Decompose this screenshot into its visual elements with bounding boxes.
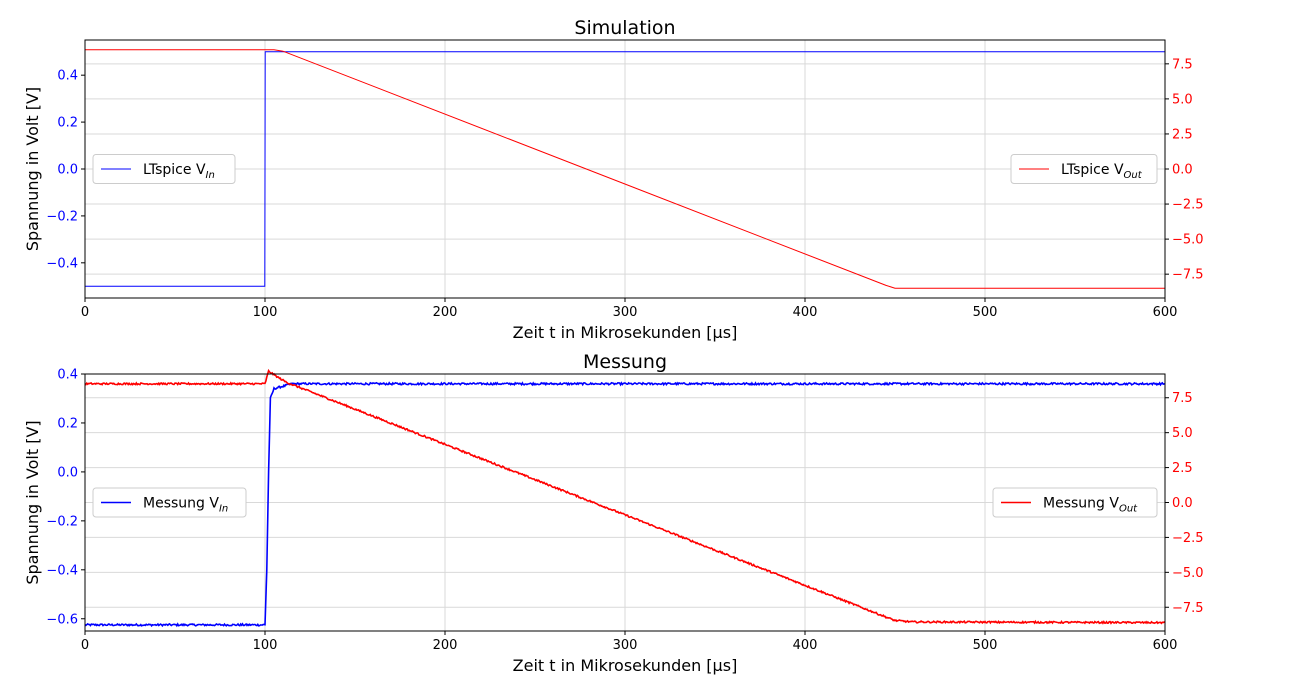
y-left-tick-label-2: 0.0 bbox=[57, 163, 78, 178]
legend-label-subscript: Out bbox=[1119, 504, 1138, 515]
legend-label-subscript: Out bbox=[1124, 170, 1143, 181]
series-line-1 bbox=[85, 51, 1165, 287]
series-line-2 bbox=[84, 368, 1166, 625]
series-line-1 bbox=[84, 381, 1166, 628]
chart-panel-1: 0 100 200 300 400 500 600 0.4 0.2 0.0 −0.2 −0.4 7.5 5… bbox=[23, 17, 1204, 342]
chart-panel-2: 0 100 200 300 400 500 600 0.4 0.2 0.0 −0.2 −0.4 −0.6… bbox=[23, 351, 1204, 675]
y-left-tick-label-2: 0.0 bbox=[57, 465, 78, 480]
y-left-tick-label-3: −0.2 bbox=[46, 209, 78, 224]
y-left-tick-label-5: −0.6 bbox=[46, 612, 78, 627]
x-tick-label-4: 400 bbox=[793, 305, 818, 320]
legend-label-main: LTspice V bbox=[143, 162, 206, 178]
x-tick-label-5: 500 bbox=[973, 305, 998, 320]
legend-label: Messung VIn bbox=[143, 496, 228, 515]
x-tick-label-0: 0 bbox=[81, 305, 89, 320]
x-tick-label-3: 300 bbox=[613, 305, 638, 320]
x-tick-label-3: 300 bbox=[613, 638, 638, 653]
legend-label-main: Messung V bbox=[1043, 496, 1119, 512]
legend-box bbox=[1010, 154, 1158, 184]
legend-box bbox=[92, 154, 236, 184]
legend-label-main: Messung V bbox=[143, 496, 219, 512]
legend-label-main: LTspice V bbox=[1061, 162, 1124, 178]
y-right-tick-label-3: 0.0 bbox=[1172, 496, 1193, 511]
y-axis-label: Spannung in Volt [V] bbox=[23, 420, 42, 584]
chart-title: Simulation bbox=[574, 17, 675, 39]
x-tick-label-2: 200 bbox=[433, 638, 458, 653]
x-tick-label-0: 0 bbox=[81, 638, 89, 653]
y-left-tick-label-3: −0.2 bbox=[46, 514, 78, 529]
legend-label-subscript: In bbox=[206, 170, 215, 181]
y-right-tick-label-0: 7.5 bbox=[1172, 391, 1193, 406]
y-right-tick-label-0: 7.5 bbox=[1172, 57, 1193, 72]
y-right-tick-label-2: 2.5 bbox=[1172, 461, 1193, 476]
y-right-tick-label-1: 5.0 bbox=[1172, 426, 1193, 441]
x-tick-label-4: 400 bbox=[793, 638, 818, 653]
legend-label: Messung VOut bbox=[1043, 496, 1138, 515]
y-right-tick-label-5: −5.0 bbox=[1172, 233, 1204, 248]
y-left-tick-label-4: −0.4 bbox=[46, 256, 78, 271]
legend-box bbox=[92, 487, 247, 518]
x-axis-label: Zeit t in Mikrosekunden [μs] bbox=[513, 656, 738, 675]
y-right-tick-label-4: −2.5 bbox=[1172, 198, 1204, 213]
y-left-tick-label-1: 0.2 bbox=[57, 416, 78, 431]
y-left-tick-label-0: 0.4 bbox=[57, 69, 78, 84]
x-tick-label-6: 600 bbox=[1153, 305, 1178, 320]
y-right-tick-label-4: −2.5 bbox=[1172, 531, 1204, 546]
x-axis-label: Zeit t in Mikrosekunden [μs] bbox=[513, 323, 738, 342]
legend-1: LTspice VIn bbox=[92, 154, 236, 184]
legend-1: Messung VIn bbox=[92, 487, 247, 518]
y-left-tick-label-1: 0.2 bbox=[57, 116, 78, 131]
legend-label-subscript: In bbox=[219, 504, 228, 515]
x-tick-label-5: 500 bbox=[973, 638, 998, 653]
x-tick-label-1: 100 bbox=[253, 638, 278, 653]
y-right-tick-label-1: 5.0 bbox=[1172, 92, 1193, 107]
y-right-tick-label-2: 2.5 bbox=[1172, 127, 1193, 142]
y-right-tick-label-6: −7.5 bbox=[1172, 268, 1204, 283]
legend-2: Messung VOut bbox=[992, 487, 1158, 518]
legend-label: LTspice VOut bbox=[1061, 162, 1143, 181]
legend-2: LTspice VOut bbox=[1010, 154, 1158, 184]
y-left-tick-label-0: 0.4 bbox=[57, 368, 78, 383]
y-right-tick-label-3: 0.0 bbox=[1172, 163, 1193, 178]
y-right-tick-label-6: −7.5 bbox=[1172, 601, 1204, 616]
x-tick-label-1: 100 bbox=[253, 305, 278, 320]
series-line-2 bbox=[85, 49, 1165, 289]
y-axis-label: Spannung in Volt [V] bbox=[23, 87, 42, 251]
y-right-tick-label-5: −5.0 bbox=[1172, 566, 1204, 581]
x-tick-label-6: 600 bbox=[1153, 638, 1178, 653]
legend-label: LTspice VIn bbox=[143, 162, 215, 181]
y-left-tick-label-4: −0.4 bbox=[46, 563, 78, 578]
legend-box bbox=[992, 487, 1158, 518]
x-tick-label-2: 200 bbox=[433, 305, 458, 320]
chart-title: Messung bbox=[583, 351, 667, 373]
